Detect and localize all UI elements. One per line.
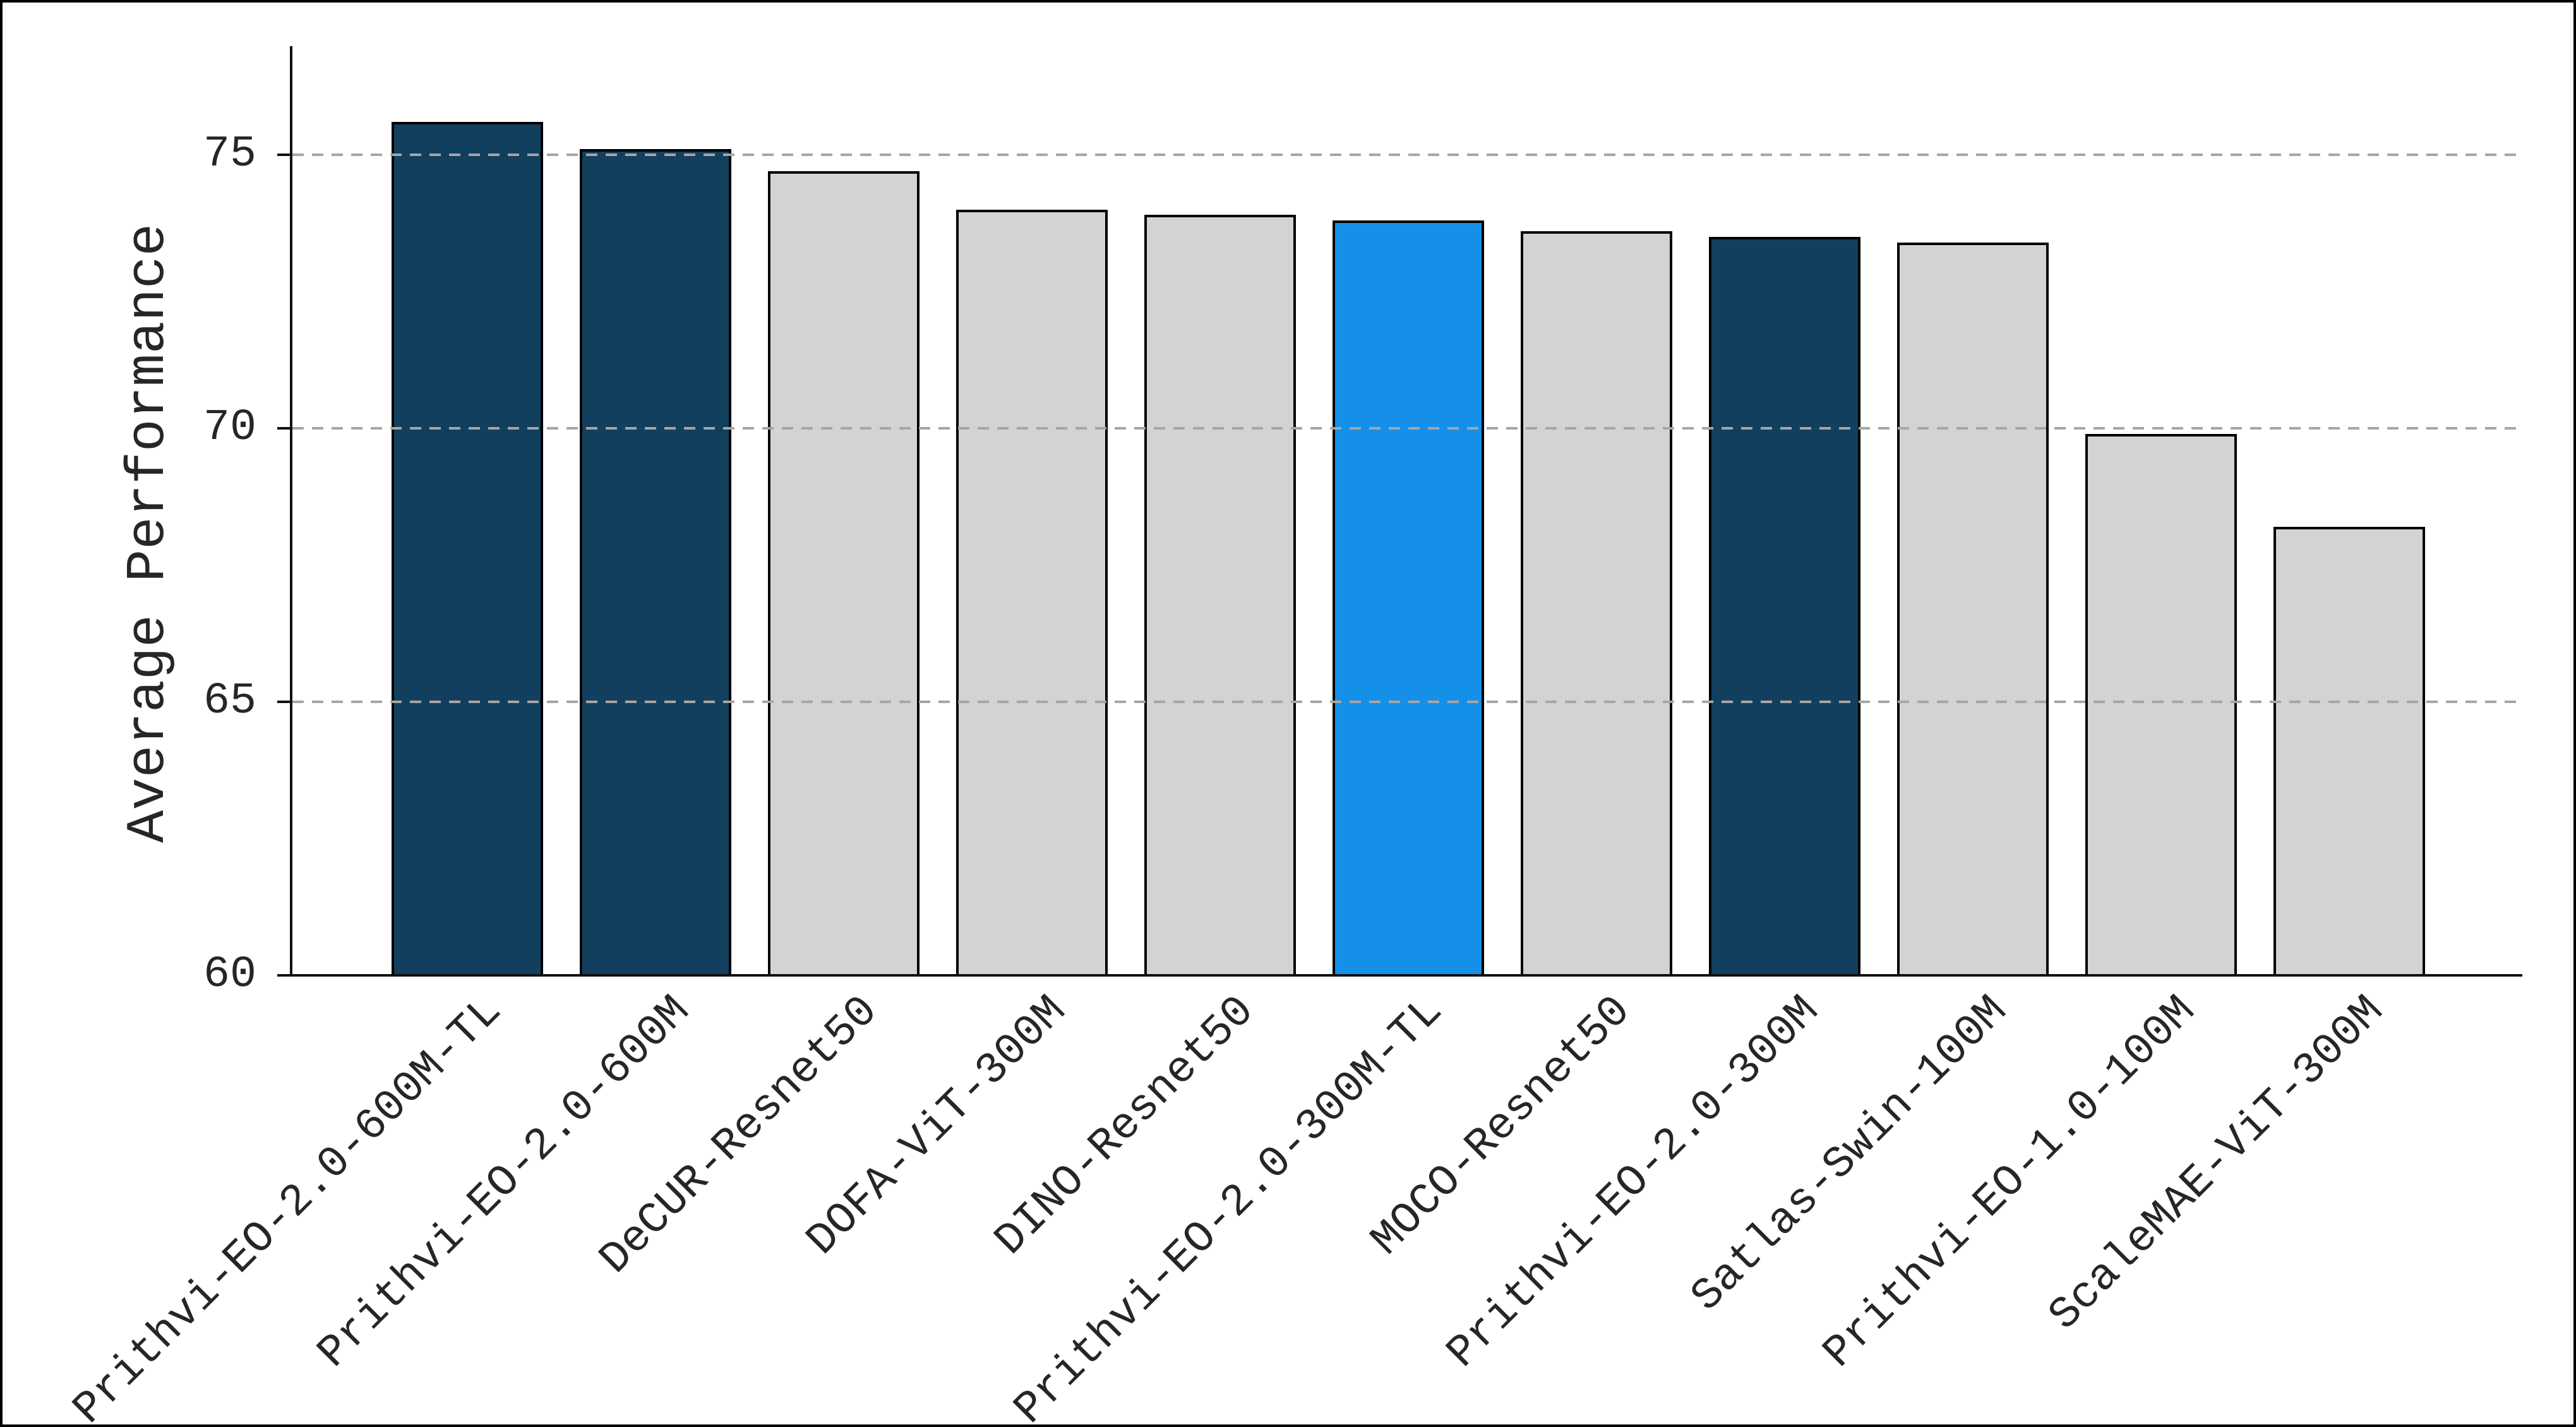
bar-DINO-Resnet50 [1144,215,1296,977]
bar-Prithvi-EO-2.0-600M [580,149,731,977]
y-tick-label-65: 65 [203,677,256,726]
x-tick-label-10: ScaleMAE-ViT-300M [2039,986,2394,1341]
y-tick-65 [277,701,290,703]
y-tick-label-75: 75 [203,129,256,179]
y-tick-label-70: 70 [203,403,256,453]
bar-MOCO-Resnet50 [1521,231,1672,977]
x-tick-label-9: Prithvi-EO-1.0-100M [1814,986,2206,1379]
y-tick-label-60: 60 [203,950,256,1000]
bar-Satlas-Swin-100M [1897,242,2049,977]
bar-Prithvi-EO-2.0-300M [1709,236,1860,977]
bar-DOFA-ViT-300M [956,209,1108,977]
x-tick-label-8: Satlas-Swin-100M [1682,986,2018,1322]
x-tick-label-1: Prithvi-EO-2.0-600M [308,986,700,1379]
bar-DeCUR-Resnet50 [768,171,920,977]
gridline-75 [292,154,2519,156]
bar-Prithvi-EO-2.0-600M-TL [392,122,543,977]
x-tick-label-7: Prithvi-EO-2.0-300M [1437,986,1830,1379]
y-tick-70 [277,427,290,430]
bar-Prithvi-EO-1.0-100M [2085,433,2237,977]
y-axis-spine [290,46,292,977]
bar-ScaleMAE-ViT-300M [2273,526,2425,977]
gridline-65 [292,701,2519,703]
x-axis-spine [290,974,2522,977]
y-axis-label: Average Performance [117,223,179,843]
gridline-70 [292,427,2519,430]
y-tick-75 [277,154,290,156]
bar-Prithvi-EO-2.0-300M-TL [1333,220,1484,977]
y-tick-60 [277,974,290,977]
